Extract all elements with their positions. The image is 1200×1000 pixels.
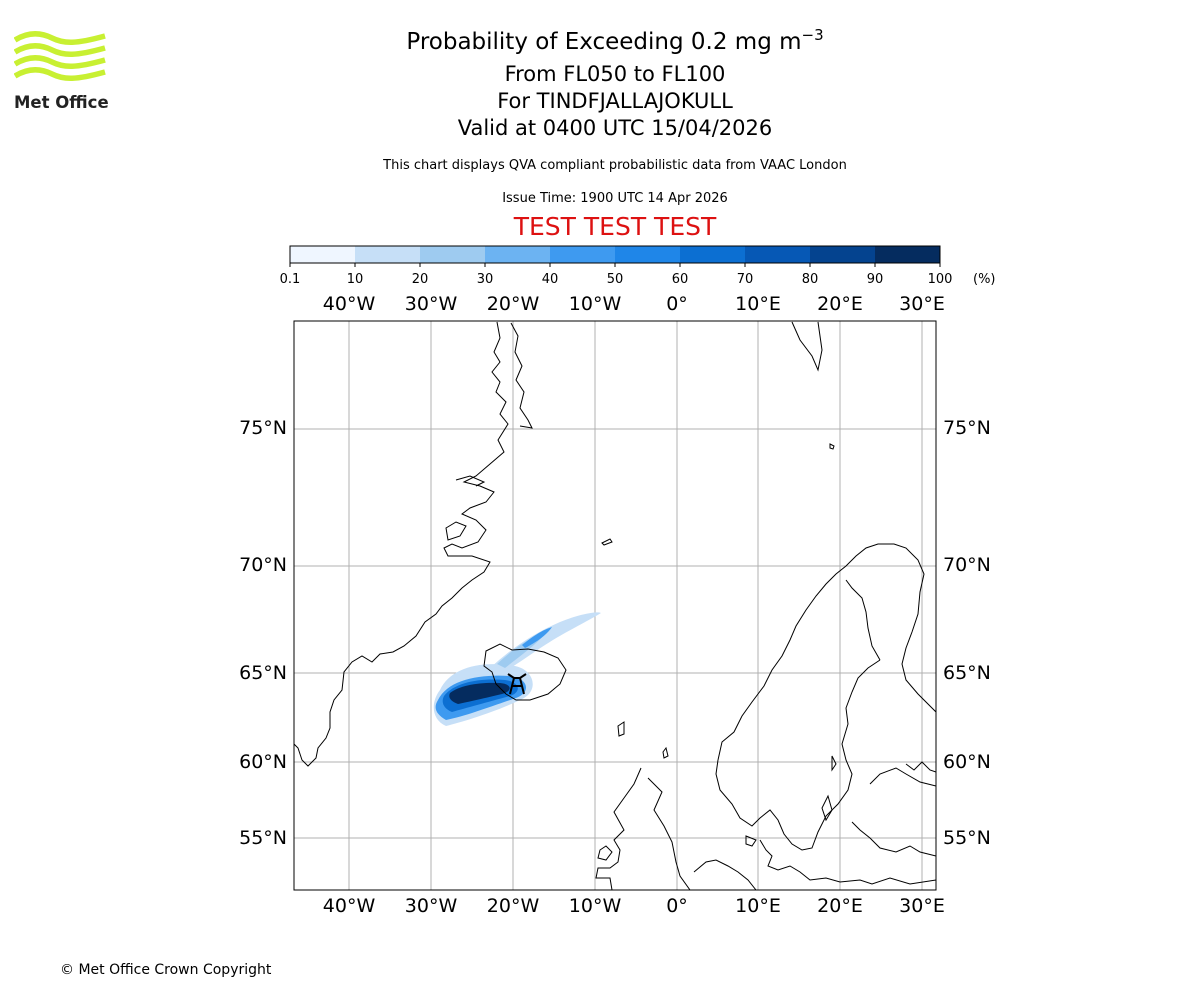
lon-label-top: 30°W — [405, 293, 458, 315]
lon-labels-bottom: 40°W 30°W 20°W 10°W 0° 10°E 20°E 30°E — [323, 895, 945, 917]
colorbar-tick-label: 60 — [672, 272, 689, 287]
colorbar-cell — [485, 246, 551, 263]
volcano-name: For TINDFJALLAJOKULL — [497, 89, 733, 113]
colorbar-cell — [680, 246, 746, 263]
chart-title: Probability of Exceeding 0.2 mg m−3 — [406, 26, 824, 55]
colorbar-tick-label: 50 — [607, 272, 624, 287]
logo-wordmark: Met Office — [14, 93, 108, 112]
issue-time: Issue Time: 1900 UTC 14 Apr 2026 — [502, 191, 728, 206]
ash-plume — [433, 612, 601, 726]
lon-label-top: 20°E — [817, 293, 863, 315]
colorbar-cell — [615, 246, 681, 263]
lon-labels-top: 40°W 30°W 20°W 10°W 0° 10°E 20°E 30°E — [323, 293, 945, 315]
lon-label-top: 20°W — [487, 293, 540, 315]
colorbar-cell — [355, 246, 421, 263]
lon-label-bottom: 10°W — [569, 895, 622, 917]
colorbar-ticks: 0.1 10 20 30 40 50 60 70 80 90 100 — [280, 263, 953, 287]
met-office-logo: Met Office — [14, 31, 108, 112]
lat-labels-right: 75°N 70°N 65°N 60°N 55°N — [943, 417, 991, 849]
lat-label-left: 60°N — [239, 751, 287, 773]
lon-label-bottom: 10°E — [735, 895, 781, 917]
colorbar-tick-label: 90 — [867, 272, 884, 287]
lon-label-bottom: 20°W — [487, 895, 540, 917]
chart-description: This chart displays QVA compliant probab… — [383, 158, 847, 173]
colorbar-cell — [550, 246, 616, 263]
copyright: © Met Office Crown Copyright — [60, 962, 272, 978]
lat-label-left: 70°N — [239, 554, 287, 576]
lat-label-right: 55°N — [943, 827, 991, 849]
colorbar-cells — [290, 246, 941, 263]
lon-label-top: 30°E — [899, 293, 945, 315]
lat-label-left: 75°N — [239, 417, 287, 439]
colorbar-cell — [290, 246, 356, 263]
colorbar-tick-label: 70 — [737, 272, 754, 287]
colorbar-tick-label: 20 — [412, 272, 429, 287]
lat-labels-left: 75°N 70°N 65°N 60°N 55°N — [239, 417, 287, 849]
colorbar-tick-label: 40 — [542, 272, 559, 287]
map-frame — [293, 320, 937, 891]
lat-label-right: 60°N — [943, 751, 991, 773]
coastlines — [294, 321, 936, 890]
lon-label-top: 10°E — [735, 293, 781, 315]
colorbar: 0.1 10 20 30 40 50 60 70 80 90 100 (%) — [280, 245, 996, 287]
lon-label-bottom: 30°E — [899, 895, 945, 917]
lon-label-bottom: 0° — [666, 895, 688, 917]
colorbar-unit: (%) — [973, 272, 996, 287]
colorbar-tick-label: 80 — [802, 272, 819, 287]
lon-label-top: 10°W — [569, 293, 622, 315]
lon-label-top: 0° — [666, 293, 688, 315]
colorbar-cell — [745, 246, 811, 263]
colorbar-tick-label: 10 — [347, 272, 364, 287]
valid-time: Valid at 0400 UTC 15/04/2026 — [457, 116, 773, 140]
colorbar-cell — [875, 246, 941, 263]
lat-label-right: 75°N — [943, 417, 991, 439]
lat-label-left: 55°N — [239, 827, 287, 849]
lon-label-bottom: 30°W — [405, 895, 458, 917]
lon-label-bottom: 40°W — [323, 895, 376, 917]
lon-label-top: 40°W — [323, 293, 376, 315]
colorbar-tick-label: 100 — [928, 272, 953, 287]
lat-label-right: 70°N — [943, 554, 991, 576]
lat-label-right: 65°N — [943, 662, 991, 684]
colorbar-cell — [810, 246, 876, 263]
lat-label-left: 65°N — [239, 662, 287, 684]
test-banner: TEST TEST TEST — [513, 212, 717, 241]
colorbar-tick-label: 0.1 — [280, 272, 301, 287]
graticule — [294, 321, 936, 890]
flight-level-range: From FL050 to FL100 — [504, 62, 726, 86]
volcano-marker — [507, 673, 527, 695]
colorbar-cell — [420, 246, 486, 263]
lon-label-bottom: 20°E — [817, 895, 863, 917]
colorbar-tick-label: 30 — [477, 272, 494, 287]
